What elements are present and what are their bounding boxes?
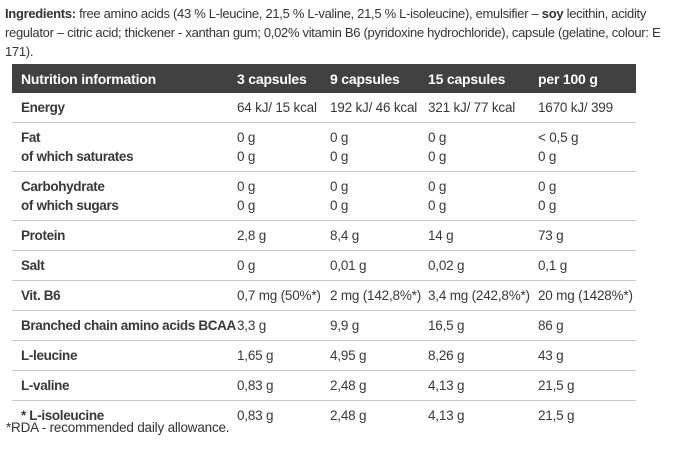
ingredients-paragraph: Ingredients: free amino acids (43 % L-le… bbox=[5, 4, 669, 61]
nutrition-table: Nutrition information 3 capsules 9 capsu… bbox=[12, 64, 636, 430]
row-value: 321 kJ/ 77 kcal bbox=[428, 100, 516, 115]
row-label: Protein bbox=[21, 228, 66, 243]
header-cell-9-capsules: 9 capsules bbox=[330, 70, 400, 87]
row-value: 9,9 g bbox=[330, 318, 360, 333]
row-value: 0,01 g bbox=[330, 258, 367, 273]
table-row: Fat 0 g 0 g 0 g < 0,5 g of which saturates 0 g… bbox=[12, 123, 636, 172]
row-label: Energy bbox=[21, 100, 65, 115]
table-row-line: L-leucine 1,65 g 4,95 g 8,26 g 43 g bbox=[12, 346, 636, 365]
table-row-line: Vit. B6 0,7 mg (50%*) 2 mg (142,8%*) 3,4 mg… bbox=[12, 286, 636, 305]
row-value: 0 g bbox=[538, 179, 557, 194]
row-value: 0 g bbox=[428, 198, 447, 213]
row-value: 0,83 g bbox=[237, 378, 274, 393]
row-value: 73 g bbox=[538, 228, 564, 243]
row-value: 4,95 g bbox=[330, 348, 367, 363]
row-value: 2,8 g bbox=[237, 228, 267, 243]
row-value: 0 g bbox=[330, 130, 349, 145]
row-label: * L-isoleucine bbox=[21, 408, 104, 423]
row-label: Fat bbox=[21, 130, 41, 145]
row-value: 3,4 mg (242,8%*) bbox=[428, 288, 530, 303]
row-value: 4,13 g bbox=[428, 408, 465, 423]
row-value: 0 g bbox=[330, 149, 349, 164]
row-value: 2 mg (142,8%*) bbox=[330, 288, 421, 303]
row-label: Vit. B6 bbox=[21, 288, 61, 303]
row-value: 1670 kJ/ 399 bbox=[538, 100, 613, 115]
table-row: L-leucine 1,65 g 4,95 g 8,26 g 43 g bbox=[12, 341, 636, 371]
header-cell-nutrition-information: Nutrition information bbox=[21, 70, 157, 87]
row-value: 2,48 g bbox=[330, 408, 367, 423]
table-row-line: Protein 2,8 g 8,4 g 14 g 73 g bbox=[12, 226, 636, 245]
row-value: 0,83 g bbox=[237, 408, 274, 423]
table-row: Energy 64 kJ/ 15 kcal 192 kJ/ 46 kcal 321 k… bbox=[12, 93, 636, 123]
row-value: 0 g bbox=[237, 258, 256, 273]
row-value: 8,26 g bbox=[428, 348, 465, 363]
row-label: Branched chain amino acids BCAA bbox=[21, 318, 236, 333]
row-value: 0 g bbox=[330, 179, 349, 194]
table-row: Carbohydrate 0 g 0 g 0 g 0 g of which sugars 0… bbox=[12, 172, 636, 221]
row-value: 0 g bbox=[237, 198, 256, 213]
row-value: 43 g bbox=[538, 348, 564, 363]
row-value: < 0,5 g bbox=[538, 130, 579, 145]
table-row: Vit. B6 0,7 mg (50%*) 2 mg (142,8%*) 3,4 mg… bbox=[12, 281, 636, 311]
row-value: 192 kJ/ 46 kcal bbox=[330, 100, 418, 115]
row-value: 64 kJ/ 15 kcal bbox=[237, 100, 317, 115]
row-value: 0 g bbox=[237, 149, 256, 164]
row-value: 0 g bbox=[538, 149, 557, 164]
row-label: L-leucine bbox=[21, 348, 78, 363]
table-row-line: Branched chain amino acids BCAA 3,3 g 9,9 … bbox=[12, 316, 636, 335]
row-value: 86 g bbox=[538, 318, 564, 333]
row-value: 3,3 g bbox=[237, 318, 267, 333]
row-label: of which saturates bbox=[21, 149, 134, 164]
table-row-line: Carbohydrate 0 g 0 g 0 g 0 g bbox=[12, 177, 636, 196]
ingredients-text-2: lecithin, acidity regulator – citric aci… bbox=[5, 6, 661, 59]
row-value: 8,4 g bbox=[330, 228, 360, 243]
table-row-line: Energy 64 kJ/ 15 kcal 192 kJ/ 46 kcal 321 k… bbox=[12, 98, 636, 117]
row-value: 14 g bbox=[428, 228, 454, 243]
row-value: 0 g bbox=[428, 179, 447, 194]
row-value: 0 g bbox=[428, 149, 447, 164]
row-value: 0 g bbox=[237, 179, 256, 194]
table-row: L-valine 0,83 g 2,48 g 4,13 g 21,5 g bbox=[12, 371, 636, 401]
row-value: 0,7 mg (50%*) bbox=[237, 288, 321, 303]
table-header-row: Nutrition information 3 capsules 9 capsu… bbox=[12, 64, 636, 93]
table-row: Salt 0 g 0,01 g 0,02 g 0,1 g bbox=[12, 251, 636, 281]
table-body: Energy 64 kJ/ 15 kcal 192 kJ/ 46 kcal 321 k… bbox=[12, 93, 636, 430]
row-value: 2,48 g bbox=[330, 378, 367, 393]
row-value: 0,1 g bbox=[538, 258, 568, 273]
table-row: Branched chain amino acids BCAA 3,3 g 9,9 … bbox=[12, 311, 636, 341]
ingredients-text-1: free amino acids (43 % L-leucine, 21,5 %… bbox=[75, 6, 542, 21]
row-label: Carbohydrate bbox=[21, 179, 105, 194]
row-value: 4,13 g bbox=[428, 378, 465, 393]
table-row-line: of which sugars 0 g 0 g 0 g 0 g bbox=[12, 196, 636, 215]
table-row-line: Fat 0 g 0 g 0 g < 0,5 g bbox=[12, 128, 636, 147]
row-value: 0 g bbox=[428, 130, 447, 145]
row-value: 21,5 g bbox=[538, 408, 575, 423]
row-label: of which sugars bbox=[21, 198, 119, 213]
row-label: Salt bbox=[21, 258, 45, 273]
row-value: 0 g bbox=[538, 198, 557, 213]
table-row-line: of which saturates 0 g 0 g 0 g 0 g bbox=[12, 147, 636, 166]
row-value: 21,5 g bbox=[538, 378, 575, 393]
header-cell-15-capsules: 15 capsules bbox=[428, 70, 506, 87]
table-row-line: Salt 0 g 0,01 g 0,02 g 0,1 g bbox=[12, 256, 636, 275]
table-row-line: * L-isoleucine 0,83 g 2,48 g 4,13 g 21,5 g bbox=[12, 406, 636, 425]
table-row: * L-isoleucine 0,83 g 2,48 g 4,13 g 21,5 g bbox=[12, 401, 636, 430]
table-row: Protein 2,8 g 8,4 g 14 g 73 g bbox=[12, 221, 636, 251]
ingredients-label: Ingredients: bbox=[5, 6, 76, 21]
row-label: L-valine bbox=[21, 378, 70, 393]
row-value: 16,5 g bbox=[428, 318, 465, 333]
table-row-line: L-valine 0,83 g 2,48 g 4,13 g 21,5 g bbox=[12, 376, 636, 395]
row-value: 0 g bbox=[330, 198, 349, 213]
row-value: 0,02 g bbox=[428, 258, 465, 273]
header-cell-per-100-g: per 100 g bbox=[538, 70, 598, 87]
header-cell-3-capsules: 3 capsules bbox=[237, 70, 307, 87]
ingredients-bold-soy: soy bbox=[541, 6, 564, 21]
row-value: 0 g bbox=[237, 130, 256, 145]
row-value: 20 mg (1428%*) bbox=[538, 288, 633, 303]
rda-footnote: *RDA - recommended daily allowance. bbox=[6, 420, 230, 435]
row-value: 1,65 g bbox=[237, 348, 274, 363]
